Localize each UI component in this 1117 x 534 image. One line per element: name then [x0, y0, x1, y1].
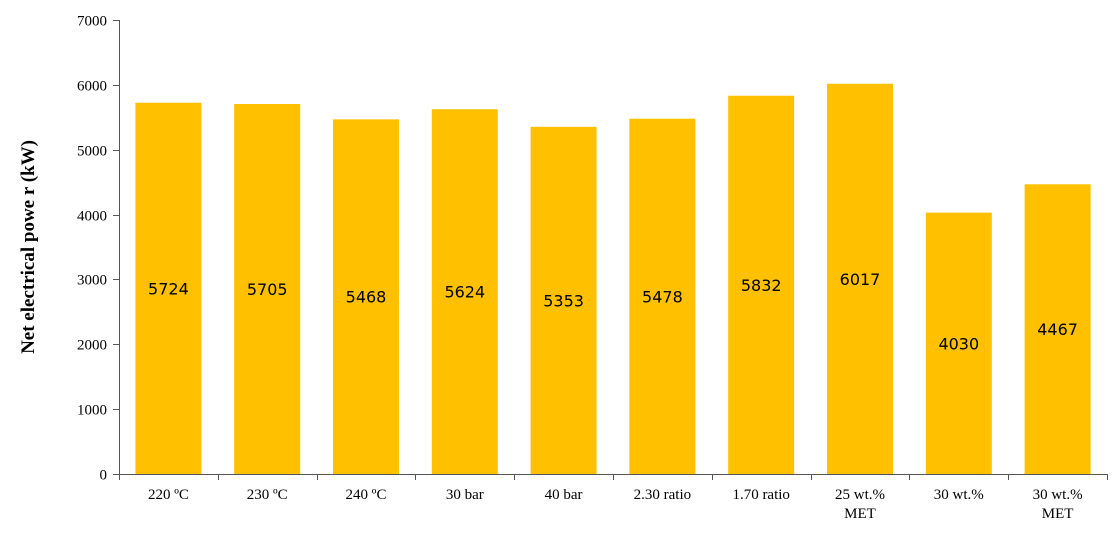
- bar-data-label: 5832: [741, 276, 782, 295]
- x-tick-label: 240 ºC: [346, 487, 387, 503]
- bar-data-label: 5478: [642, 287, 683, 306]
- bar: [530, 126, 597, 475]
- bar: [1024, 184, 1091, 474]
- x-tick-label: 25 wt.% MET: [835, 487, 885, 522]
- bar-data-label: 4467: [1037, 320, 1078, 339]
- bar-data-label: 6017: [840, 270, 881, 289]
- bar: [728, 95, 795, 474]
- y-axis-title: Net electrical powe r (kW): [18, 140, 39, 354]
- bar: [925, 212, 992, 474]
- x-ticks-layer: 220 ºC 230 ºC 240 ºC 30 bar 40 bar 2.30 ratio…: [119, 474, 1108, 522]
- y-tick-label: 4000: [77, 209, 107, 225]
- x-tick-label: 30 wt.%: [934, 487, 984, 503]
- bar: [135, 102, 202, 474]
- bar: [234, 103, 301, 475]
- y-tick-label: 7000: [77, 14, 107, 30]
- bar-data-label: 5353: [543, 291, 584, 310]
- bars-layer: [135, 83, 1091, 475]
- x-tick-label: 2.30 ratio: [634, 487, 692, 503]
- y-tick-label: 3000: [77, 273, 107, 289]
- x-tick-label: 30 bar: [446, 487, 484, 503]
- x-tick-label: 30 wt.% MET: [1033, 487, 1083, 522]
- y-ticks-layer: 0 1000 2000 3000 4000 5000 6000 7000: [77, 14, 119, 484]
- data-labels-layer: 5724 5705 5468 5624 5353 5478 5832 6017 4030 4467: [148, 270, 1078, 353]
- bar-data-label: 5724: [148, 279, 189, 298]
- y-tick-label: 1000: [77, 403, 107, 419]
- y-tick-label: 2000: [77, 338, 107, 354]
- y-tick-label: 5000: [77, 144, 107, 160]
- bar-data-label: 5468: [346, 288, 387, 307]
- bar-data-label: 4030: [938, 334, 979, 353]
- y-tick-label: 6000: [77, 79, 107, 95]
- bar-data-label: 5705: [247, 280, 288, 299]
- bar: [629, 118, 696, 474]
- x-tick-label: 1.70 ratio: [732, 487, 790, 503]
- x-tick-label: 230 ºC: [247, 487, 288, 503]
- bar: [333, 119, 399, 474]
- x-tick-label: 40 bar: [545, 487, 583, 503]
- bar: [431, 109, 498, 474]
- y-tick-label: 0: [100, 468, 108, 484]
- x-tick-label: 220 ºC: [148, 487, 189, 503]
- bar-data-label: 5624: [444, 283, 485, 302]
- bar: [827, 83, 893, 474]
